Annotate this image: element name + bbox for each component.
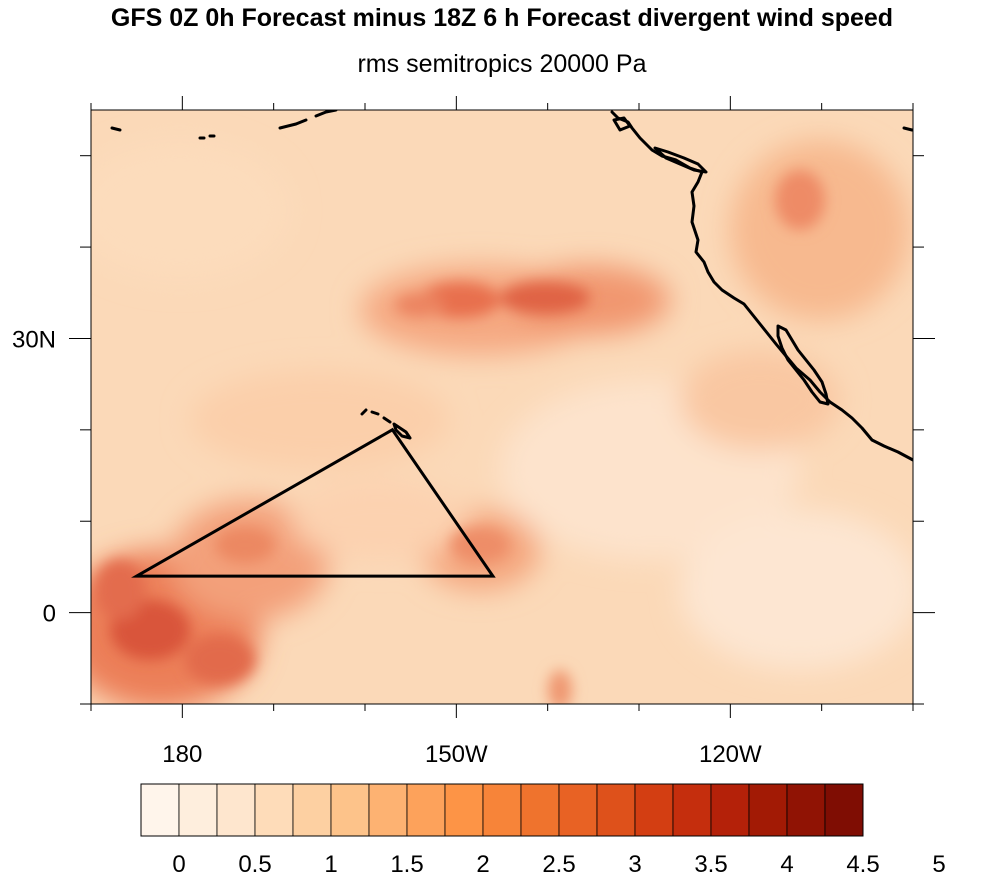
colorbar-swatch xyxy=(520,783,560,837)
alaska-panhandle-outline xyxy=(612,116,632,132)
colorbar-label: 2.5 xyxy=(542,851,575,877)
colorbar-swatch xyxy=(444,783,484,837)
colorbar-swatch xyxy=(292,783,332,837)
colorbar-label: 4 xyxy=(780,851,793,877)
lon-tick-label: 180 xyxy=(162,741,202,768)
colorbar xyxy=(140,783,864,837)
triangle-region xyxy=(131,427,496,578)
colorbar-swatch xyxy=(786,783,826,837)
colorbar-swatch xyxy=(216,783,256,837)
colorbar-swatch xyxy=(330,783,370,837)
field-strong-cores xyxy=(95,170,825,704)
colorbar-swatch xyxy=(178,783,218,837)
colorbar-swatch xyxy=(482,783,522,837)
hawaiian-islands xyxy=(360,408,412,440)
axis-ticks xyxy=(69,96,935,718)
colorbar-swatch xyxy=(406,783,446,837)
colorbar-swatch xyxy=(140,783,180,837)
colorbar-swatch xyxy=(824,783,864,837)
map-frame xyxy=(90,109,914,705)
colorbar-label: 0 xyxy=(172,851,185,877)
chart-subtitle: rms semitropics 20000 Pa xyxy=(357,50,647,78)
colorbar-label: 0.5 xyxy=(238,851,271,877)
lat-tick-label: 0 xyxy=(43,601,56,628)
colorbar-swatch xyxy=(558,783,598,837)
vancouver-island-outline xyxy=(653,146,708,174)
colorbar-swatch xyxy=(710,783,750,837)
colorbar-swatch xyxy=(748,783,788,837)
colorbar-swatch xyxy=(368,783,408,837)
colorbar-label: 2 xyxy=(476,851,489,877)
colorbar-label: 5 xyxy=(932,851,945,877)
forecast-difference-field xyxy=(91,110,913,704)
lat-tick-label: 30N xyxy=(12,326,56,353)
colorbar-labels: 0 0.5 1 1.5 2 2.5 3 3.5 4 4.5 5 xyxy=(172,851,945,877)
colorbar-swatch xyxy=(254,783,294,837)
colorbar-swatch xyxy=(672,783,712,837)
colorbar-swatch xyxy=(596,783,636,837)
chart-title: GFS 0Z 0h Forecast minus 18Z 6 h Forecas… xyxy=(110,4,894,32)
colorbar-frame xyxy=(140,783,864,837)
colorbar-label: 4.5 xyxy=(846,851,879,877)
lon-tick-label: 150W xyxy=(425,741,488,768)
baja-california-coastline xyxy=(776,324,830,406)
coastlines xyxy=(110,110,913,462)
aleutian-islets xyxy=(110,110,913,140)
lon-tick-label: 120W xyxy=(699,741,762,768)
axis-tick-labels: 180 150W 120W 30N 0 xyxy=(12,326,762,768)
colorbar-label: 3.5 xyxy=(694,851,727,877)
colorbar-label: 1.5 xyxy=(390,851,423,877)
colorbar-swatch xyxy=(634,783,674,837)
colorbar-label: 1 xyxy=(324,851,337,877)
colorbar-label: 3 xyxy=(628,851,641,877)
